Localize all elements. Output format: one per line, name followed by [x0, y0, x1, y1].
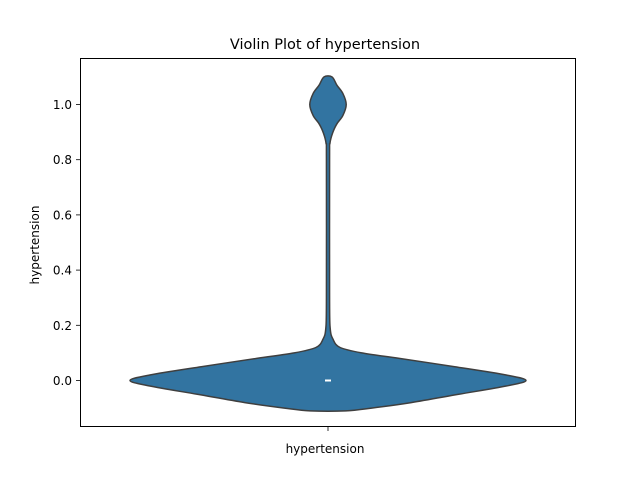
y-tick-label: 0.8: [53, 153, 72, 167]
y-tick-label: 0.2: [53, 319, 72, 333]
violin-body-hypertension: [129, 75, 527, 412]
chart-title: Violin Plot of hypertension: [230, 37, 420, 53]
x-tick-label-hypertension: hypertension: [286, 442, 365, 456]
median-marker: [325, 379, 331, 382]
y-tick-label: 0.4: [53, 264, 72, 278]
y-axis-label: hypertension: [28, 206, 42, 285]
y-axis: 0.0 0.2 0.4 0.6 0.8 1.0: [53, 98, 81, 388]
y-tick-label: 0.0: [53, 374, 72, 388]
y-tick-label: 1.0: [53, 98, 72, 112]
y-tick-label: 0.6: [53, 208, 72, 222]
